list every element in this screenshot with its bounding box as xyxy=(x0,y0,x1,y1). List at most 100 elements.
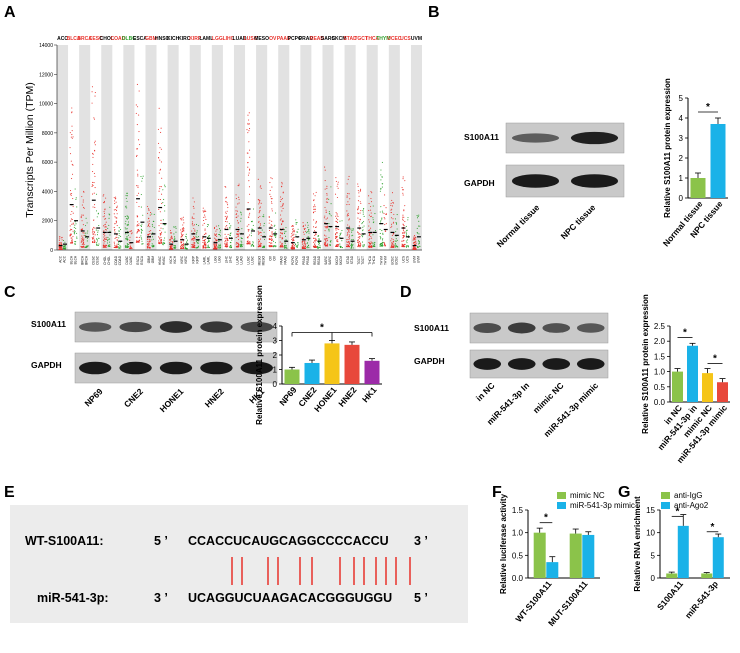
panel-a-tumor-point xyxy=(127,217,129,219)
panel-a-tumor-point xyxy=(291,244,293,246)
panel-a-tumor-point xyxy=(171,248,173,250)
blot-b-lane-npc: NPC tissue xyxy=(559,202,598,241)
panel-a-tumor-point xyxy=(347,238,349,240)
panel-a-tumor-point xyxy=(336,245,338,247)
panel-a-normal-point xyxy=(272,240,275,242)
panel-a-ytick-label: 8000 xyxy=(42,131,53,137)
panel-a-tumor-point xyxy=(81,238,83,240)
panel-a-tumor-point xyxy=(271,201,273,203)
panel-a-normal-point xyxy=(219,244,221,247)
panel-a-tumor-point xyxy=(72,230,74,232)
panel-a-tumor-point xyxy=(260,235,262,237)
bar xyxy=(710,124,726,198)
panel-a-tumor-point xyxy=(114,216,116,218)
panel-a-tumor-point xyxy=(280,199,282,201)
panel-a-tumor-point xyxy=(138,131,140,133)
panel-a-normal-point xyxy=(185,236,187,238)
panel-a-cancer-label: TGCT xyxy=(354,36,368,42)
panel-a-normal-point xyxy=(275,228,277,231)
panel-a-tumor-point xyxy=(235,242,237,244)
panel-a-normal-point xyxy=(164,237,166,239)
panel-a-normal-point xyxy=(109,238,111,240)
panel-a-normal-point xyxy=(130,245,132,247)
panel-a-normal-point xyxy=(240,211,242,213)
panel-a-normal-point xyxy=(229,241,231,243)
panel-a-tumor-point xyxy=(258,241,260,243)
panel-a-tumor-point xyxy=(182,227,184,229)
panel-a-cancer-label: LGG xyxy=(217,255,221,262)
panel-a-normal-point xyxy=(275,245,277,247)
legend-label: anti-IgG xyxy=(674,491,702,500)
panel-a-tumor-point xyxy=(237,230,239,232)
base-pair-lines xyxy=(231,557,411,585)
panel-a-normal-point xyxy=(372,234,374,236)
panel-a-tumor-point xyxy=(403,239,405,242)
panel-a-tumor-point xyxy=(279,241,281,243)
panel-a-tumor-point xyxy=(215,246,217,248)
panel-a-tumor-point xyxy=(113,197,115,199)
panel-a-tumor-point xyxy=(347,214,349,217)
panel-a-normal-point xyxy=(418,239,420,241)
panel-a-tumor-point xyxy=(81,196,83,198)
panel-a-tumor-point xyxy=(325,226,327,228)
bar xyxy=(666,573,678,578)
panel-a-normal-point xyxy=(250,244,252,246)
panel-a-tumor-point xyxy=(127,221,130,223)
panel-a-tumor-point xyxy=(335,215,337,217)
panel-a-normal-point xyxy=(385,223,387,225)
panel-a-tumor-point xyxy=(381,242,383,245)
panel-a-cancer-label: THCA xyxy=(365,36,379,42)
panel-a-tumor-point xyxy=(183,230,185,232)
panel-a-cancer-label: STAD xyxy=(350,255,354,264)
panel-a-tumor-point xyxy=(105,238,107,240)
panel-a-cancer-label: ESCA xyxy=(133,36,147,42)
panel-a-normal-point xyxy=(263,245,265,247)
panel-a-normal-point xyxy=(86,240,88,242)
panel-a-tumor-point xyxy=(303,247,305,249)
panel-a-tumor-point xyxy=(126,192,128,194)
panel-a-normal-point xyxy=(175,245,177,247)
panel-a-normal-point xyxy=(308,247,310,249)
panel-a-tumor-point xyxy=(369,245,371,247)
panel-a-tumor-point xyxy=(216,239,218,241)
panel-a-normal-point xyxy=(163,224,165,226)
bar xyxy=(344,344,360,384)
panel-a-normal-point xyxy=(140,206,142,208)
panel-a-tumor-point xyxy=(93,237,95,239)
panel-a-tumor-point xyxy=(159,168,162,170)
panel-a-tumor-point xyxy=(226,221,228,223)
panel-a-tumor-point xyxy=(246,129,248,131)
panel-a-cancer-label: SKCM xyxy=(339,256,343,266)
panel-a-tumor-point xyxy=(402,228,404,230)
panel-a-tumor-point xyxy=(281,205,283,207)
panel-a-tumor-point xyxy=(224,243,226,245)
panel-a-tumor-point xyxy=(214,227,216,229)
panel-a-tumor-point xyxy=(403,225,405,227)
panel-a-normal-point xyxy=(328,230,330,232)
panel-a-tumor-point xyxy=(103,202,105,204)
panel-a-tumor-point xyxy=(82,239,84,241)
panel-a-cancer-label: PAAD xyxy=(284,255,288,264)
panel-a-normal-point xyxy=(362,208,365,210)
panel-a-tumor-point xyxy=(148,233,150,235)
panel-a-tumor-point xyxy=(370,235,372,237)
panel-a-cancer-label: UCS xyxy=(401,256,405,263)
panel-a-normal-point xyxy=(418,225,420,227)
panel-a-normal-point xyxy=(97,231,99,233)
panel-a-tumor-point xyxy=(202,207,204,209)
panel-a-normal-point xyxy=(175,227,177,229)
panel-a-normal-point xyxy=(73,232,75,234)
panel-a-normal-point xyxy=(96,240,98,242)
panel-a-tumor-point xyxy=(279,246,281,248)
panel-a-tumor-point xyxy=(270,245,272,247)
panel-a-tumor-point xyxy=(104,241,106,243)
panel-a-normal-point xyxy=(383,212,385,214)
panel-a-tumor-point xyxy=(71,223,73,225)
x-tick-label: WT-S100A11 xyxy=(513,579,553,624)
panel-a-normal-point xyxy=(285,230,287,232)
panel-a-normal-point xyxy=(65,248,67,250)
panel-a-normal-point xyxy=(339,245,341,247)
panel-a-tumor-point xyxy=(335,228,337,230)
